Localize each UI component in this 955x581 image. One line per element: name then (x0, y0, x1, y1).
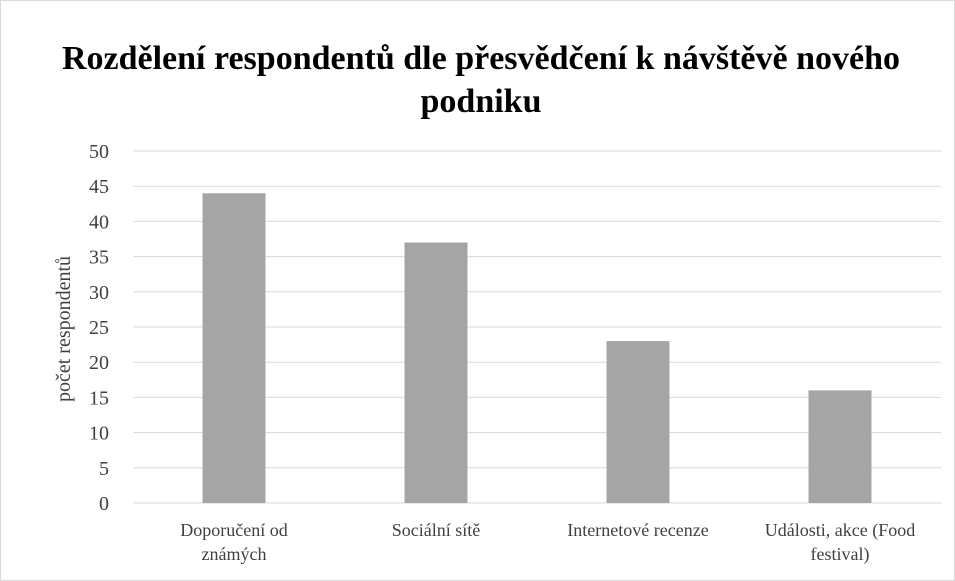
bar (606, 341, 670, 503)
y-tick-label: 35 (89, 247, 109, 269)
bar (404, 242, 468, 503)
y-tick-label: 30 (89, 282, 109, 304)
y-tick-label: 5 (99, 458, 109, 480)
x-category-label-line: Události, akce (Food (765, 520, 915, 541)
y-tick-label: 0 (99, 493, 109, 515)
bar (202, 193, 266, 504)
x-category-label-line: festival) (811, 544, 870, 565)
y-tick-label: 25 (89, 317, 109, 339)
x-category-label-line: Sociální sítě (392, 520, 481, 540)
gridlines (133, 150, 941, 504)
y-tick-label: 40 (89, 211, 109, 233)
y-tick-label: 50 (89, 141, 109, 163)
x-category-label: Doporučení od známých (180, 520, 287, 564)
y-axis-ticks: 0 5 10 15 20 25 30 35 40 45 50 (89, 141, 109, 515)
y-tick-label: 20 (89, 352, 109, 374)
y-axis-title: počet respondentů (53, 256, 75, 402)
x-category-label-line: Doporučení od (180, 520, 287, 540)
x-category-label-line: známých (202, 544, 267, 564)
x-category-label-line: Internetové recenze (567, 520, 708, 540)
x-category-label: Sociální sítě (392, 520, 481, 540)
y-tick-label: 10 (89, 423, 109, 445)
chart-title: Rozdělení respondentů dle přesvědčení k … (61, 40, 901, 120)
x-category-label: Události, akce (Food festival) (765, 520, 915, 565)
x-category-label: Internetové recenze (567, 520, 708, 540)
y-tick-label: 15 (89, 387, 109, 409)
bar (808, 390, 872, 503)
bars (202, 193, 872, 504)
x-axis-categories: Doporučení od známých Sociální sítě Interne… (180, 520, 915, 565)
y-tick-label: 45 (89, 176, 109, 198)
